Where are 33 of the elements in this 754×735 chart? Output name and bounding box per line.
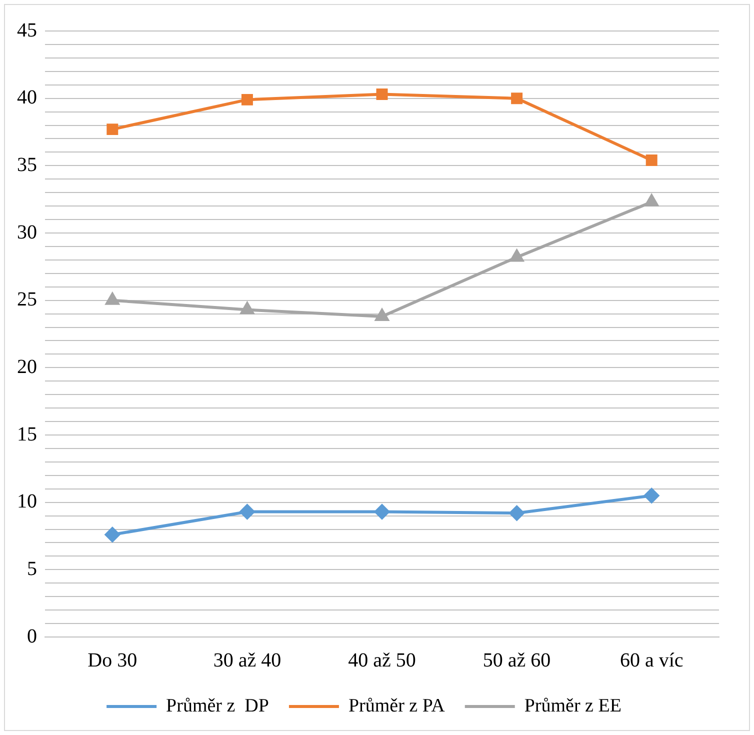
point <box>374 504 390 520</box>
y-tick-label: 20 <box>17 356 37 378</box>
y-tick-label: 5 <box>27 558 37 580</box>
point <box>106 292 120 305</box>
y-tick-label: 35 <box>17 154 37 176</box>
point <box>509 506 524 521</box>
x-tick-label: Do 30 <box>88 649 138 672</box>
legend-label: Průměr z DP <box>166 695 269 716</box>
point <box>511 92 523 104</box>
point <box>240 504 255 520</box>
point <box>241 94 253 106</box>
point <box>644 194 658 207</box>
legend-label: Průměr z PA <box>348 695 446 716</box>
x-tick-label: 40 až 50 <box>348 649 416 672</box>
point <box>240 302 254 314</box>
legend-label: Průměr z EE <box>524 695 622 716</box>
y-tick-label: 15 <box>17 423 37 446</box>
point <box>646 154 658 166</box>
point <box>375 308 389 321</box>
point <box>510 250 524 262</box>
y-tick-label: 40 <box>17 86 37 109</box>
point <box>644 488 660 504</box>
point <box>106 124 118 136</box>
y-tick-label: 25 <box>17 288 37 311</box>
y-tick-label: 10 <box>17 490 37 513</box>
point <box>104 527 120 542</box>
y-tick-label: 0 <box>27 625 37 648</box>
y-tick-label: 30 <box>17 221 37 244</box>
x-tick-label: 60 a víc <box>620 649 684 672</box>
y-tick-label: 45 <box>17 19 37 42</box>
point <box>376 88 388 100</box>
x-tick-label: 50 až 60 <box>482 649 551 672</box>
x-tick-label: 30 až 40 <box>213 649 282 672</box>
